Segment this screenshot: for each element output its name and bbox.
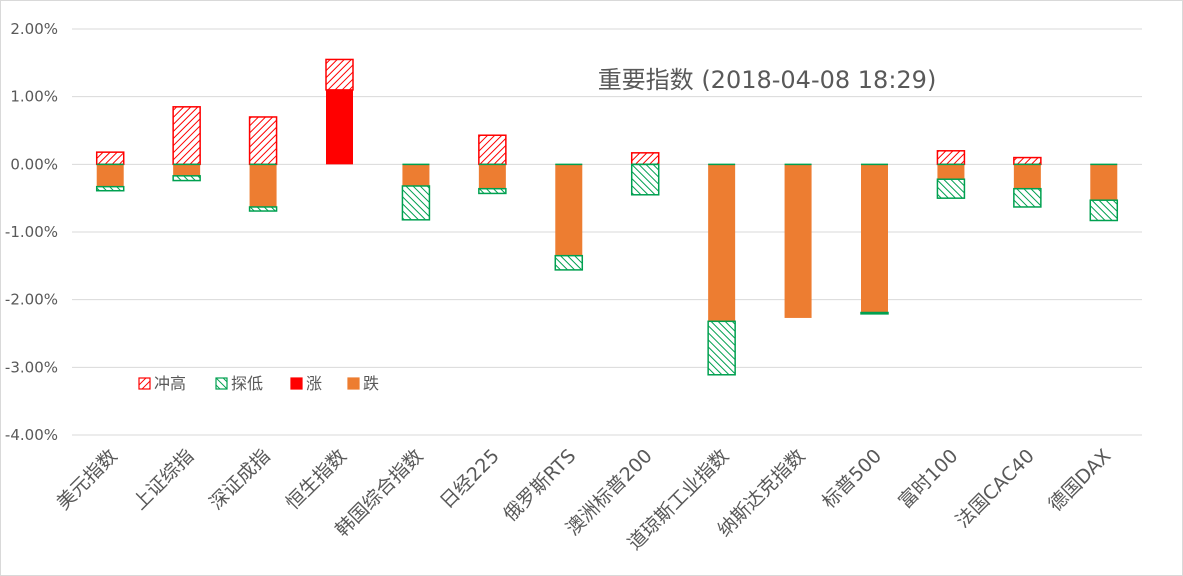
bar-fall (784, 164, 812, 318)
bar-fall (173, 164, 201, 176)
bar-low (707, 320, 736, 376)
bar-low (936, 178, 966, 199)
bar-fall (555, 164, 583, 256)
legend-label: 涨 (306, 374, 322, 393)
bar-fall (1013, 164, 1041, 189)
x-category-label: 德国DAX (1044, 445, 1115, 516)
legend-swatch (347, 377, 360, 390)
legend-swatch (138, 377, 151, 390)
x-category-label: 深证成指 (205, 445, 274, 514)
bar-fall (1090, 164, 1118, 201)
x-category-label: 法国CAC40 (952, 445, 1039, 532)
x-category-label: 俄罗斯RTS (499, 445, 580, 526)
bar-fall (402, 164, 430, 186)
x-category-label: 标普500 (818, 445, 886, 513)
bar-low (630, 163, 660, 196)
y-tick-label: -2.00% (5, 291, 58, 309)
y-tick-label: 2.00% (10, 20, 58, 38)
bar-fall (249, 164, 277, 207)
bar-low (172, 175, 201, 182)
bar-low (248, 206, 278, 212)
bar-low (401, 185, 431, 221)
bar-high (1013, 156, 1042, 166)
y-tick-label: -3.00% (5, 358, 58, 376)
bar-fall (478, 164, 506, 189)
bar-low (1013, 187, 1042, 208)
x-category-label: 富时100 (894, 445, 962, 513)
bar-low (1089, 199, 1119, 222)
legend: 冲高 探低 涨 跌 (138, 374, 379, 393)
legend-swatch (290, 377, 303, 390)
bar-low (95, 185, 125, 192)
y-axis-ticks: 2.00% 1.00% 0.00% -1.00% -2.00% -3.00% -4.00% (5, 20, 58, 444)
bar-fall (708, 164, 736, 322)
bars (95, 58, 1119, 376)
legend-label: 冲高 (154, 374, 186, 393)
bar-high (172, 106, 201, 166)
bar-high (630, 152, 660, 166)
x-category-label: 日经225 (436, 445, 504, 513)
y-tick-label: 1.00% (10, 88, 58, 106)
bar-high (936, 150, 966, 166)
chart-title: 重要指数 (2018-04-08 18:29) (598, 66, 937, 94)
bar-high (325, 58, 354, 91)
bar-high (478, 134, 507, 166)
x-category-label: 美元指数 (52, 445, 121, 514)
bar-fall (861, 164, 888, 313)
legend-label: 跌 (363, 374, 379, 393)
y-tick-label: -4.00% (5, 426, 58, 444)
legend-swatch (215, 377, 228, 390)
bar-high (248, 116, 278, 166)
bar-low (554, 254, 584, 271)
x-category-label: 恒生指数 (282, 445, 351, 514)
bar-fall (96, 164, 124, 187)
bar-rise (326, 89, 353, 165)
bar-fall (937, 164, 965, 180)
y-tick-label: 0.00% (10, 155, 58, 173)
x-category-label: 上证综指 (129, 445, 198, 514)
y-tick-label: -1.00% (5, 223, 58, 241)
bar-low (478, 187, 507, 195)
bar-low (860, 311, 889, 315)
legend-label: 探低 (231, 374, 263, 393)
bar-high (95, 151, 125, 166)
